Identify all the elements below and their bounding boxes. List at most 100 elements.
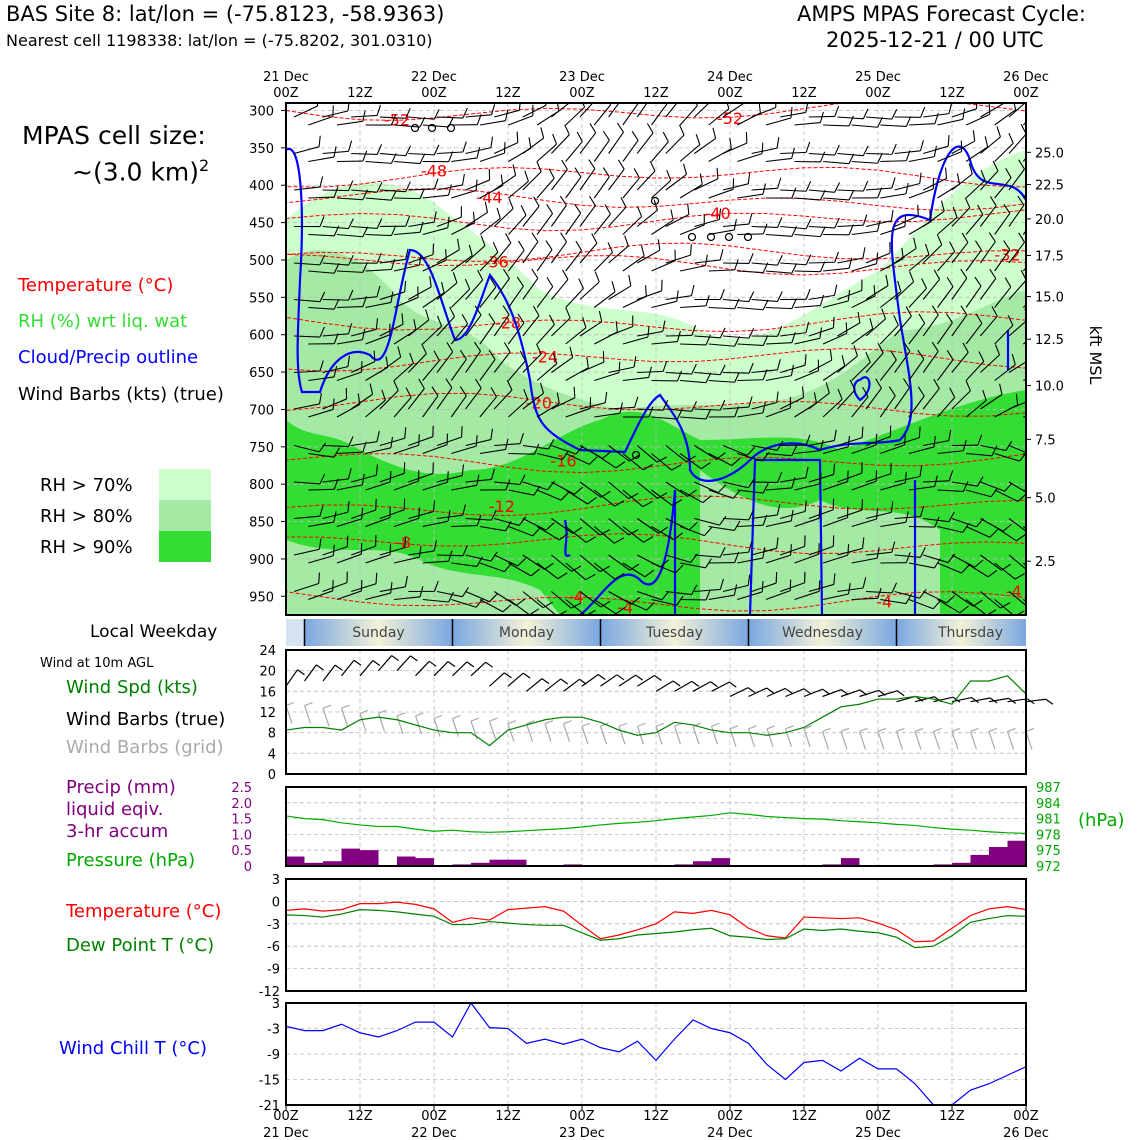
wind-barb-flag bbox=[545, 240, 553, 251]
wind-barb-shaft bbox=[665, 481, 688, 497]
wind-barb-flag bbox=[490, 428, 494, 440]
wind-barb-shaft bbox=[837, 547, 863, 556]
wind-barb-shaft bbox=[422, 227, 448, 236]
wind-barb bbox=[436, 306, 455, 337]
grid-barb-flag bbox=[914, 727, 924, 732]
wind-barb-shaft bbox=[894, 475, 921, 483]
true-barb-flag bbox=[971, 697, 979, 704]
wind-barb-shaft bbox=[1008, 361, 1026, 373]
wind-barb bbox=[779, 386, 805, 410]
wind-barb-shaft bbox=[794, 270, 821, 273]
wind-barb-shaft bbox=[980, 591, 1001, 609]
wind-barb-shaft bbox=[894, 182, 920, 191]
wind-barb bbox=[994, 240, 1011, 272]
wind-barb bbox=[708, 137, 732, 162]
wind-barb-shaft bbox=[765, 270, 792, 274]
wind-barb bbox=[551, 481, 584, 495]
pressure-tick-label: 800 bbox=[249, 478, 274, 493]
wind-barb bbox=[751, 325, 783, 337]
wind-barb-shaft bbox=[336, 197, 363, 201]
wind-barb-shaft bbox=[408, 254, 434, 264]
rh-legend-70: RH > 70% bbox=[40, 475, 133, 496]
wind-barb-flag bbox=[548, 314, 555, 325]
grid-barb-shaft bbox=[599, 726, 608, 745]
bottom-date-label: 23 Dec bbox=[559, 1126, 605, 1140]
wind-barb bbox=[908, 177, 935, 199]
wind-barb-shaft bbox=[308, 521, 335, 528]
wind-barb-shaft bbox=[479, 322, 496, 345]
wind-barb-flag bbox=[917, 349, 925, 360]
wind-barb-flag bbox=[819, 111, 824, 123]
wind-barb-flag bbox=[385, 356, 389, 368]
wind-barb-flag bbox=[591, 233, 598, 244]
pressure-tick-label: 950 bbox=[249, 590, 274, 605]
wind-tick-label: 12 bbox=[259, 706, 276, 721]
wind-barb-flag bbox=[716, 167, 719, 179]
wind-barb bbox=[722, 396, 753, 410]
wind-barb-shaft bbox=[880, 193, 907, 199]
wind-barb-flag bbox=[473, 341, 481, 352]
wind-barb bbox=[422, 433, 448, 455]
wind-barb-flag bbox=[934, 516, 940, 528]
wind-barb-flag bbox=[502, 305, 510, 316]
wind-barb-shaft bbox=[865, 318, 886, 337]
true-barb-flag bbox=[560, 678, 569, 685]
legend-precip: Precip (mm) bbox=[66, 777, 176, 798]
wind-barb bbox=[751, 137, 780, 155]
rh-legend-90: RH > 90% bbox=[40, 537, 133, 558]
wind-barb-shaft bbox=[965, 562, 989, 578]
grid-wind-barb bbox=[840, 727, 850, 750]
wind-barb bbox=[994, 526, 1026, 542]
wind-barb-shaft bbox=[379, 152, 406, 157]
wind-barb-shaft bbox=[980, 103, 1004, 118]
legend-sfc-temperature: Temperature (°C) bbox=[66, 901, 222, 922]
true-barb-shaft bbox=[544, 678, 562, 692]
wind-barb-shaft bbox=[865, 116, 892, 120]
wind-barb-flag bbox=[390, 190, 397, 201]
wind-barb bbox=[765, 396, 792, 418]
wind-barb-shaft bbox=[765, 233, 792, 237]
grid-wind-barb bbox=[655, 722, 665, 745]
wind-barb-shaft bbox=[823, 124, 850, 127]
wind-barb-flag bbox=[461, 313, 469, 325]
grid-barb-flag bbox=[951, 727, 961, 732]
wind-barb-shaft bbox=[665, 214, 690, 227]
temperature-contour bbox=[286, 348, 1026, 372]
wind-barb-shaft bbox=[837, 587, 864, 593]
wind-barb-flag bbox=[672, 499, 682, 506]
wind-barb-flag bbox=[833, 429, 837, 441]
wind-barb bbox=[894, 547, 926, 558]
wind-barb-shaft bbox=[379, 390, 399, 410]
temperature-contour bbox=[286, 166, 1026, 188]
wind-barb-flag bbox=[847, 544, 850, 556]
wind-barb bbox=[293, 135, 321, 155]
wind-barb bbox=[579, 271, 600, 300]
wind-barb bbox=[508, 240, 525, 272]
wind-barb-flag bbox=[919, 505, 925, 517]
wind-barb-flag bbox=[586, 356, 589, 368]
pressure-tick-label: 981 bbox=[1036, 813, 1061, 828]
wind-barb-flag bbox=[675, 564, 684, 574]
wind-barb bbox=[823, 189, 855, 201]
wind-barb-flag bbox=[776, 391, 779, 403]
grid-barb-shaft bbox=[840, 731, 848, 750]
legend-wind-speed: Wind Spd (kts) bbox=[66, 677, 198, 698]
wind-barb-shaft bbox=[637, 290, 662, 301]
top-date-label: 24 Dec bbox=[707, 70, 753, 85]
pressure-tick-label: 984 bbox=[1036, 797, 1061, 812]
wind-barb bbox=[694, 578, 724, 593]
bottom-date-label: 21 Dec bbox=[263, 1126, 309, 1140]
wind-barb-flag bbox=[347, 323, 353, 335]
true-barb-shaft bbox=[877, 690, 898, 698]
wind-barb-flag bbox=[913, 237, 917, 249]
wind-barb-flag bbox=[319, 216, 325, 227]
wind-barb bbox=[408, 276, 432, 300]
grid-barb-flag bbox=[544, 720, 554, 725]
wind-barb bbox=[823, 115, 854, 127]
wind-barb-flag bbox=[949, 241, 956, 252]
icing-marker bbox=[724, 232, 734, 242]
wind-barb bbox=[379, 346, 402, 373]
wind-barb bbox=[651, 131, 669, 162]
wind-barb-flag bbox=[389, 471, 392, 483]
wind-barb-shaft bbox=[536, 324, 555, 345]
